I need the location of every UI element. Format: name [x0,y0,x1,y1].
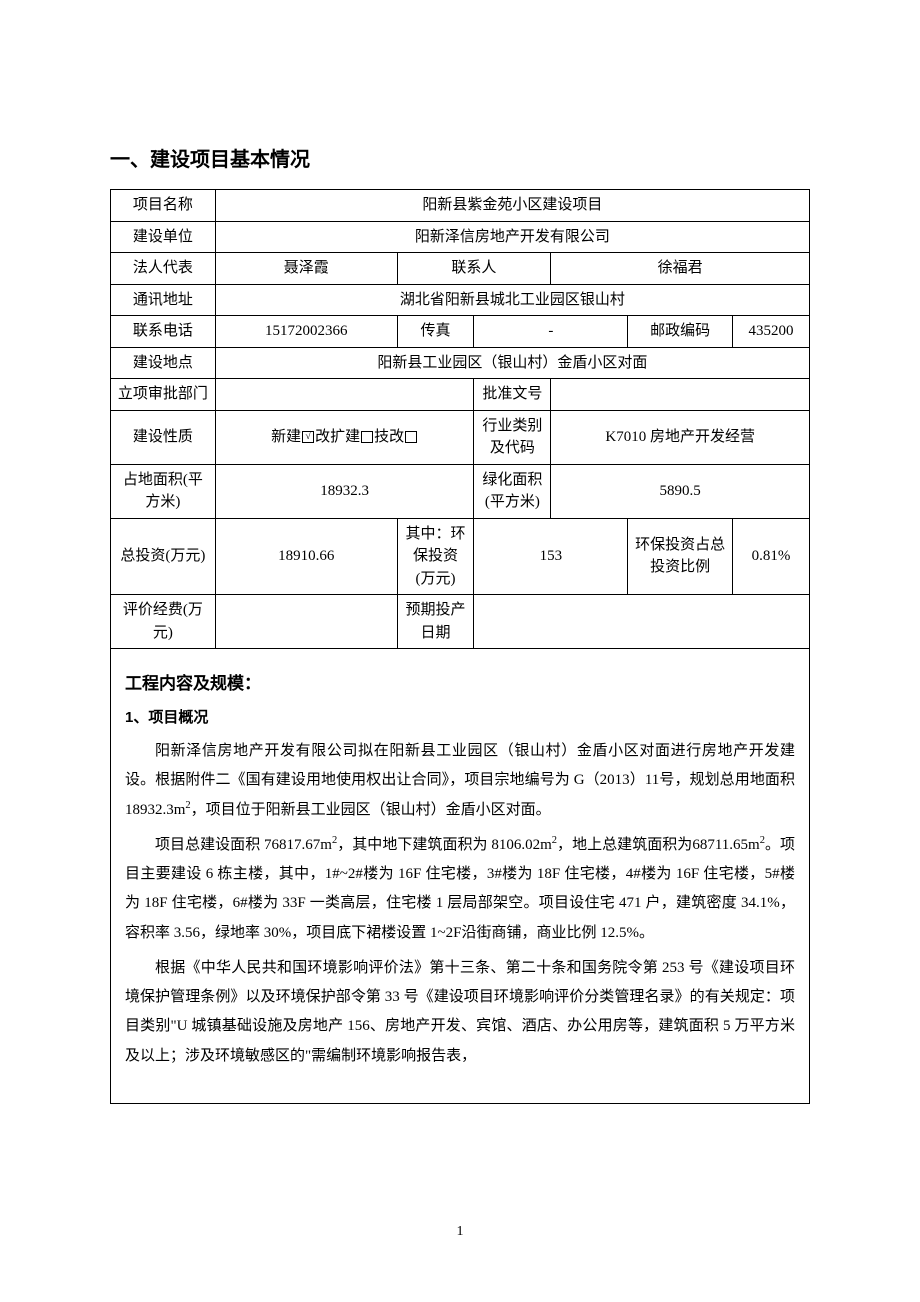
table-row: 建设性质 新建√改扩建技改 行业类别及代码 K7010 房地产开发经营 [111,410,810,464]
basic-info-table: 项目名称 阳新县紫金苑小区建设项目 建设单位 阳新泽信房地产开发有限公司 法人代… [110,189,810,649]
page-number: 1 [0,1221,920,1242]
page: 一、建设项目基本情况 项目名称 阳新县紫金苑小区建设项目 建设单位 阳新泽信房地… [0,0,920,1302]
value-postcode: 435200 [733,316,810,348]
label-land-area: 占地面积(平方米) [111,464,216,518]
value-nature: 新建√改扩建技改 [215,410,474,464]
value-phone: 15172002366 [215,316,397,348]
value-builder: 阳新泽信房地产开发有限公司 [215,221,809,253]
value-address: 湖北省阳新县城北工业园区银山村 [215,284,809,316]
opt-expand: 改扩建 [315,426,360,449]
table-row: 总投资(万元) 18910.66 其中：环保投资(万元) 153 环保投资占总投… [111,518,810,595]
overview-heading: 1、项目概况 [125,707,795,730]
text-run: 项目总建设面积 76817.67m [155,837,332,853]
label-green-area: 绿化面积(平方米) [474,464,551,518]
value-prod-date [474,595,810,649]
value-env-ratio: 0.81% [733,518,810,595]
text-run: ，地上总建筑面积为68711.65m [557,837,760,853]
value-fax: - [474,316,628,348]
value-legal-rep: 聂泽霞 [215,253,397,285]
table-row: 项目名称 阳新县紫金苑小区建设项目 [111,190,810,222]
label-postcode: 邮政编码 [628,316,733,348]
label-env-invest: 其中：环保投资(万元) [397,518,474,595]
value-eval-fee [215,595,397,649]
text-run: ，项目位于阳新县工业园区（银山村）金盾小区对面。 [191,802,551,818]
label-eval-fee: 评价经费(万元) [111,595,216,649]
value-approval-no [551,379,810,411]
table-row: 建设地点 阳新县工业园区（银山村）金盾小区对面 [111,347,810,379]
label-builder: 建设单位 [111,221,216,253]
label-approval-dept: 立项审批部门 [111,379,216,411]
label-legal-rep: 法人代表 [111,253,216,285]
label-env-ratio: 环保投资占总投资比例 [628,518,733,595]
label-approval-no: 批准文号 [474,379,551,411]
checkbox-icon [361,431,373,443]
opt-tech: 技改 [374,426,404,449]
table-row: 联系电话 15172002366 传真 - 邮政编码 435200 [111,316,810,348]
value-contact: 徐福君 [551,253,810,285]
checkbox-icon [405,431,417,443]
section-title: 一、建设项目基本情况 [110,145,810,175]
text-run: ，其中地下建筑面积为 8106.02m [337,837,552,853]
paragraph: 项目总建设面积 76817.67m2，其中地下建筑面积为 8106.02m2，地… [125,831,795,948]
opt-new: 新建 [271,426,301,449]
table-row: 评价经费(万元) 预期投产日期 [111,595,810,649]
label-fax: 传真 [397,316,474,348]
label-industry: 行业类别及代码 [474,410,551,464]
value-land-area: 18932.3 [215,464,474,518]
table-row: 建设单位 阳新泽信房地产开发有限公司 [111,221,810,253]
paragraph: 根据《中华人民共和国环境影响评价法》第十三条、第二十条和国务院令第 253 号《… [125,954,795,1071]
label-phone: 联系电话 [111,316,216,348]
value-env-invest: 153 [474,518,628,595]
checkbox-icon: √ [302,431,314,443]
value-green-area: 5890.5 [551,464,810,518]
value-total-invest: 18910.66 [215,518,397,595]
value-industry: K7010 房地产开发经营 [551,410,810,464]
label-location: 建设地点 [111,347,216,379]
label-total-invest: 总投资(万元) [111,518,216,595]
content-scope-heading: 工程内容及规模： [125,671,795,697]
label-contact: 联系人 [397,253,551,285]
value-project-name: 阳新县紫金苑小区建设项目 [215,190,809,222]
value-approval-dept [215,379,474,411]
paragraph: 阳新泽信房地产开发有限公司拟在阳新县工业园区（银山村）金盾小区对面进行房地产开发… [125,737,795,825]
table-row: 通讯地址 湖北省阳新县城北工业园区银山村 [111,284,810,316]
table-row: 法人代表 聂泽霞 联系人 徐福君 [111,253,810,285]
label-address: 通讯地址 [111,284,216,316]
table-row: 占地面积(平方米) 18932.3 绿化面积(平方米) 5890.5 [111,464,810,518]
content-box: 工程内容及规模： 1、项目概况 阳新泽信房地产开发有限公司拟在阳新县工业园区（银… [110,649,810,1104]
label-prod-date: 预期投产日期 [397,595,474,649]
value-location: 阳新县工业园区（银山村）金盾小区对面 [215,347,809,379]
table-row: 立项审批部门 批准文号 [111,379,810,411]
label-nature: 建设性质 [111,410,216,464]
label-project-name: 项目名称 [111,190,216,222]
body-text: 阳新泽信房地产开发有限公司拟在阳新县工业园区（银山村）金盾小区对面进行房地产开发… [125,737,795,1071]
